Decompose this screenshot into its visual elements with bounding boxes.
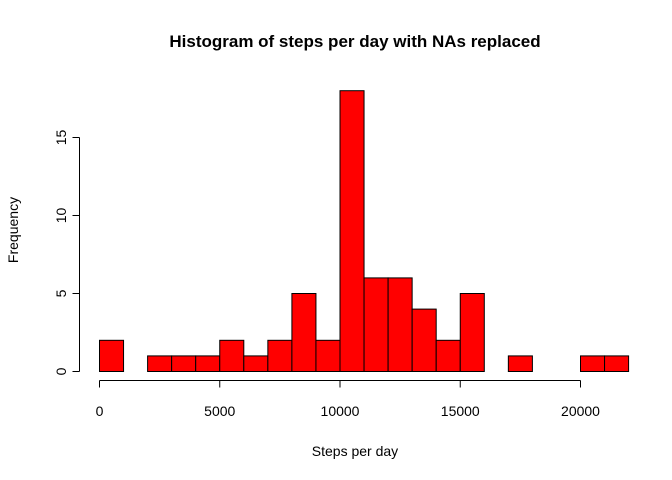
chart-title: Histogram of steps per day with NAs repl… bbox=[169, 32, 540, 51]
histogram-bar bbox=[219, 339, 245, 372]
histogram-bar bbox=[387, 277, 413, 372]
x-tick-label: 5000 bbox=[204, 403, 235, 419]
y-tick-label: 0 bbox=[53, 367, 69, 375]
histogram-bar bbox=[339, 90, 365, 372]
histogram-bar bbox=[195, 355, 221, 372]
histogram-bar bbox=[459, 293, 485, 372]
y-tick-label: 5 bbox=[53, 289, 69, 297]
histogram-bar bbox=[315, 339, 341, 372]
y-tick-label: 15 bbox=[53, 130, 69, 146]
histogram-bar bbox=[580, 355, 606, 372]
x-tick-label: 15000 bbox=[441, 403, 480, 419]
histogram-bar bbox=[267, 339, 293, 372]
histogram-bar bbox=[507, 355, 533, 372]
bars-group bbox=[99, 90, 630, 373]
histogram-bar bbox=[604, 355, 630, 372]
histogram-bar bbox=[435, 339, 461, 372]
x-axis-title: Steps per day bbox=[312, 443, 398, 459]
x-tick-label: 10000 bbox=[321, 403, 360, 419]
x-axis: 0 5000 10000 15000 20000 bbox=[96, 380, 600, 419]
histogram-bar bbox=[291, 293, 317, 372]
y-tick-label: 10 bbox=[53, 208, 69, 224]
histogram-bar bbox=[147, 355, 173, 372]
y-axis: 0 5 10 15 bbox=[53, 130, 80, 375]
histogram-bar bbox=[99, 339, 125, 372]
x-tick-label: 20000 bbox=[561, 403, 600, 419]
histogram-bar bbox=[171, 355, 197, 372]
histogram-bar bbox=[243, 355, 269, 372]
x-tick-label: 0 bbox=[96, 403, 104, 419]
histogram-bar bbox=[363, 277, 389, 372]
y-axis-title: Frequency bbox=[5, 197, 21, 263]
histogram-bar bbox=[411, 308, 437, 373]
